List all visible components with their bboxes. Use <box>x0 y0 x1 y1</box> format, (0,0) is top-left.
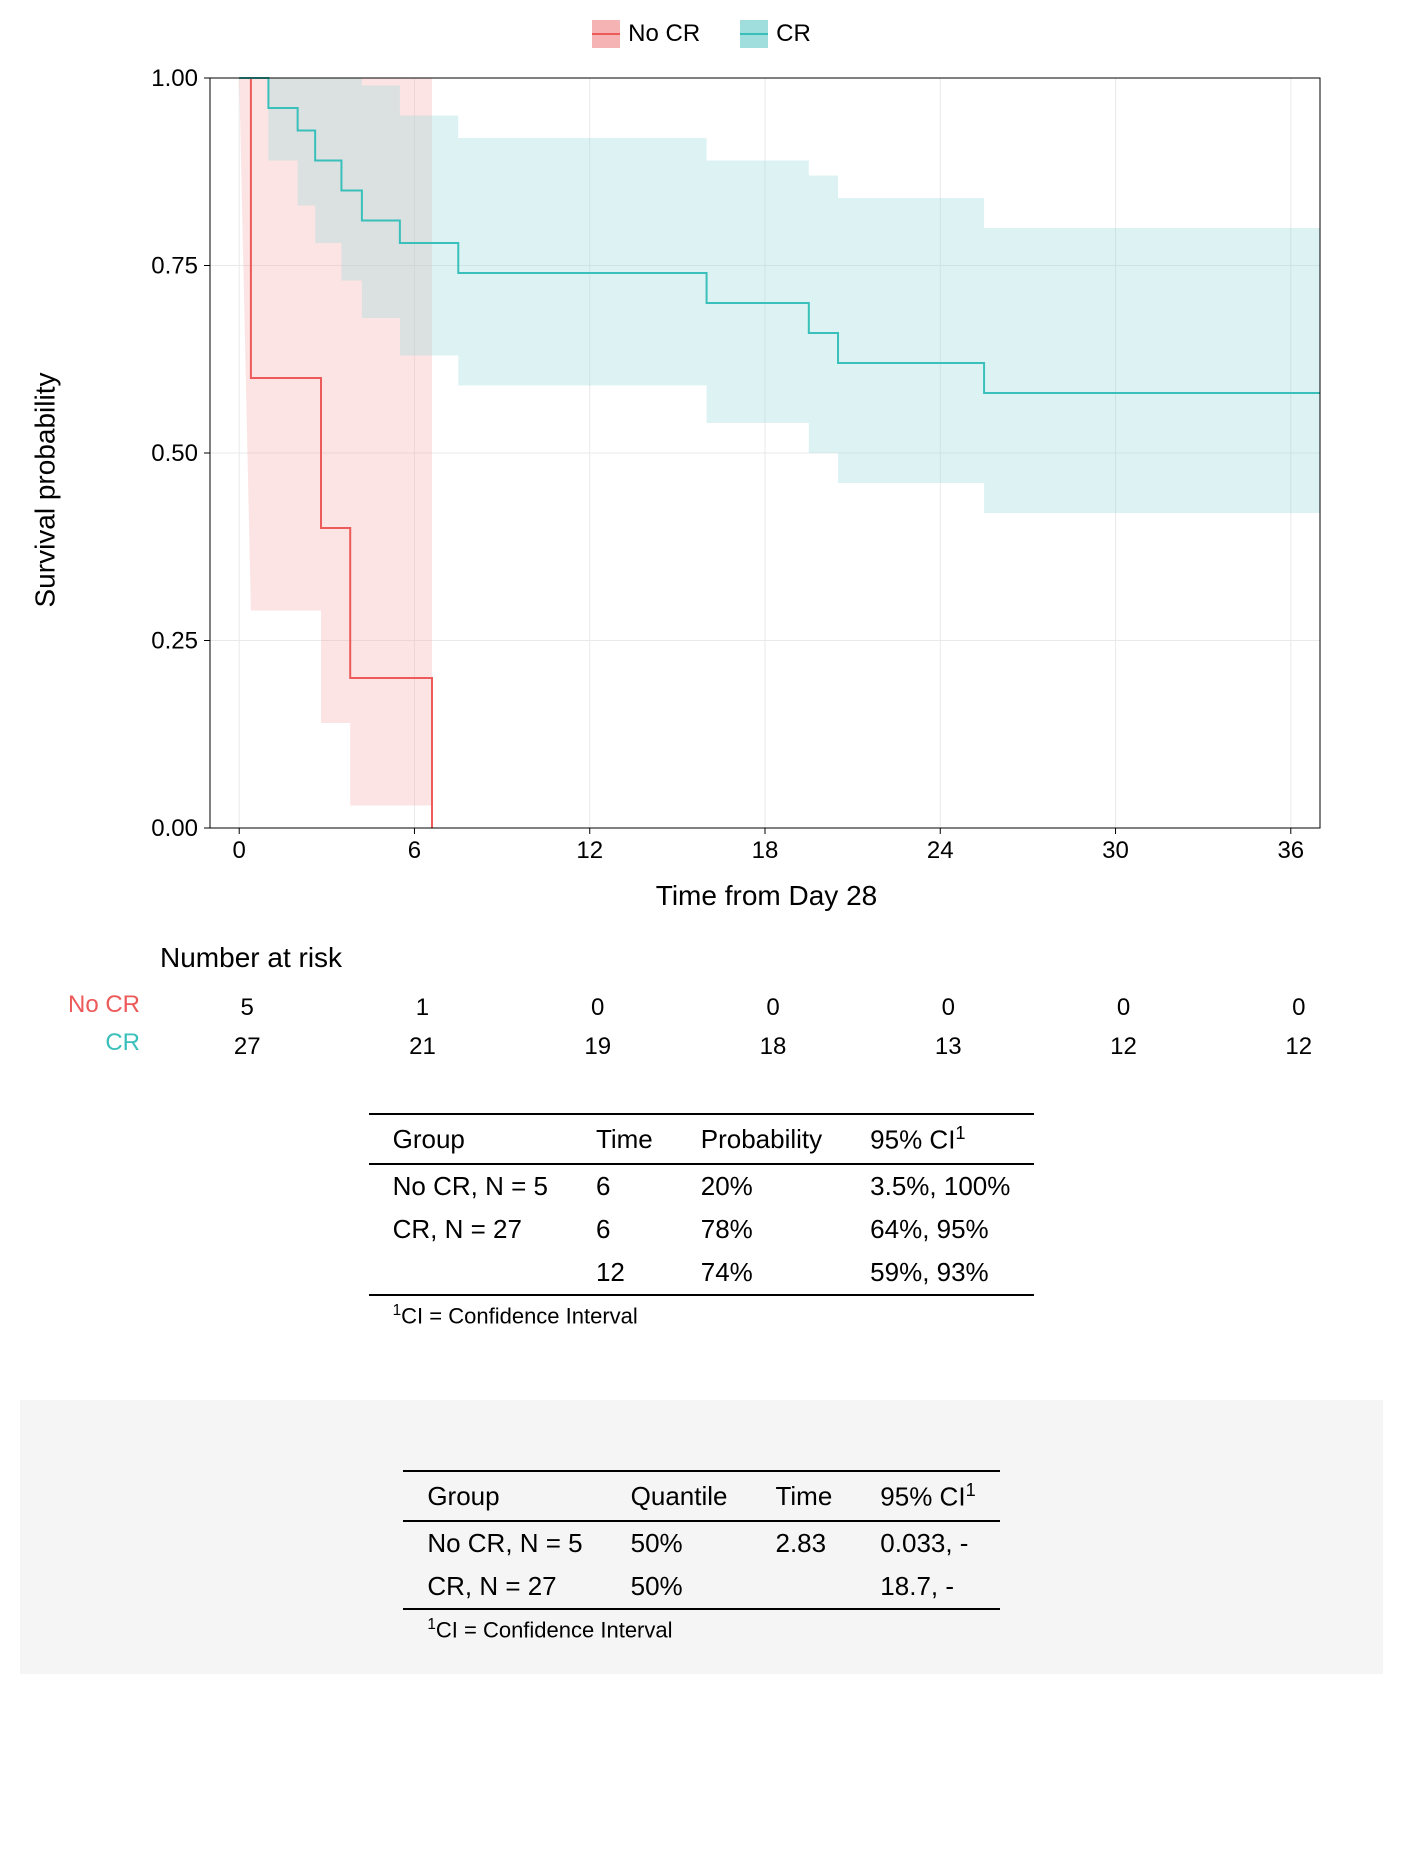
svg-text:36: 36 <box>1277 837 1304 864</box>
risk-cell: 0 <box>1279 989 1319 1027</box>
table-header: Group <box>403 1471 606 1522</box>
legend-swatch-no-cr <box>592 20 620 48</box>
legend-item-cr: CR <box>740 20 811 48</box>
table-footnote: 1CI = Confidence Interval <box>403 1610 999 1663</box>
risk-cell: 18 <box>753 1028 793 1066</box>
svg-text:30: 30 <box>1102 837 1129 864</box>
table-cell: 18.7, - <box>856 1565 999 1609</box>
table-header: Time <box>572 1114 677 1165</box>
table-cell: 6 <box>572 1164 677 1208</box>
table-header: 95% CI1 <box>846 1114 1034 1165</box>
risk-cell: 21 <box>402 1028 442 1066</box>
quant-table: GroupQuantileTime95% CI1 No CR, N = 550%2… <box>403 1470 999 1664</box>
table-cell: 74% <box>677 1251 846 1295</box>
table-header: Probability <box>677 1114 846 1165</box>
risk-table: Number at risk No CR5100000CR27211918131… <box>150 942 1383 1063</box>
risk-row-label: CR <box>50 1024 158 1062</box>
risk-row-label: No CR <box>50 986 158 1024</box>
x-axis-label: Time from Day 28 <box>150 880 1383 912</box>
table-cell: 3.5%, 100% <box>846 1164 1034 1208</box>
table-header: Group <box>369 1114 572 1165</box>
risk-cell: 12 <box>1279 1028 1319 1066</box>
quant-table-block: GroupQuantileTime95% CI1 No CR, N = 550%2… <box>20 1400 1383 1674</box>
svg-text:0.50: 0.50 <box>151 440 198 467</box>
svg-text:0.25: 0.25 <box>151 628 198 655</box>
table-header: 95% CI1 <box>856 1471 999 1522</box>
km-svg: 0 6 12 18 24 30 36 0.00 0.25 0.50 0.75 1.00 <box>150 68 1330 868</box>
table-cell: CR, N = 27 <box>369 1208 572 1251</box>
surv-table: GroupTimeProbability95% CI1No CR, N = 56… <box>369 1113 1035 1350</box>
svg-text:6: 6 <box>408 837 421 864</box>
table-cell <box>369 1251 572 1295</box>
table-cell: 64%, 95% <box>846 1208 1034 1251</box>
svg-text:0.75: 0.75 <box>151 253 198 280</box>
risk-cell: 0 <box>753 989 793 1027</box>
table-cell: No CR, N = 5 <box>403 1521 606 1565</box>
svg-text:0.00: 0.00 <box>151 815 198 842</box>
table-cell: 2.83 <box>751 1521 856 1565</box>
table-cell: 78% <box>677 1208 846 1251</box>
risk-cell: 1 <box>402 989 442 1027</box>
legend-item-no-cr: No CR <box>592 20 700 48</box>
chart-legend: No CR CR <box>20 20 1383 48</box>
table-cell: 20% <box>677 1164 846 1208</box>
table-cell: 59%, 93% <box>846 1251 1034 1295</box>
table-header: Time <box>751 1471 856 1522</box>
risk-cell: 12 <box>1104 1028 1144 1066</box>
risk-cell: 27 <box>227 1028 267 1066</box>
risk-row: No CR5100000 <box>150 986 1383 1024</box>
risk-cell: 0 <box>928 989 968 1027</box>
table-cell: 50% <box>607 1565 752 1609</box>
risk-cell: 5 <box>227 989 267 1027</box>
risk-cell: 19 <box>578 1028 618 1066</box>
km-chart: Survival probability 0612182430360.000.2… <box>150 68 1383 912</box>
y-axis-label: Survival probability <box>29 373 61 608</box>
table-header: Quantile <box>607 1471 752 1522</box>
table-footnote: 1CI = Confidence Interval <box>369 1296 1035 1349</box>
risk-row: CR27211918131212 <box>150 1024 1383 1062</box>
surv-table-block: GroupTimeProbability95% CI1No CR, N = 56… <box>20 1113 1383 1350</box>
table-cell: 0.033, - <box>856 1521 999 1565</box>
svg-text:0: 0 <box>233 837 246 864</box>
table-cell <box>751 1565 856 1609</box>
legend-label-cr: CR <box>776 20 811 48</box>
risk-cell: 0 <box>578 989 618 1027</box>
table-cell: 12 <box>572 1251 677 1295</box>
table-cell: CR, N = 27 <box>403 1565 606 1609</box>
risk-cell: 13 <box>928 1028 968 1066</box>
svg-text:12: 12 <box>576 837 603 864</box>
svg-text:24: 24 <box>927 837 954 864</box>
svg-text:1.00: 1.00 <box>151 68 198 92</box>
risk-cell: 0 <box>1104 989 1144 1027</box>
legend-label-no-cr: No CR <box>628 20 700 48</box>
table-cell: 6 <box>572 1208 677 1251</box>
svg-text:18: 18 <box>752 837 779 864</box>
table-cell: No CR, N = 5 <box>369 1164 572 1208</box>
risk-table-title: Number at risk <box>150 942 1383 974</box>
table-cell: 50% <box>607 1521 752 1565</box>
legend-swatch-cr <box>740 20 768 48</box>
